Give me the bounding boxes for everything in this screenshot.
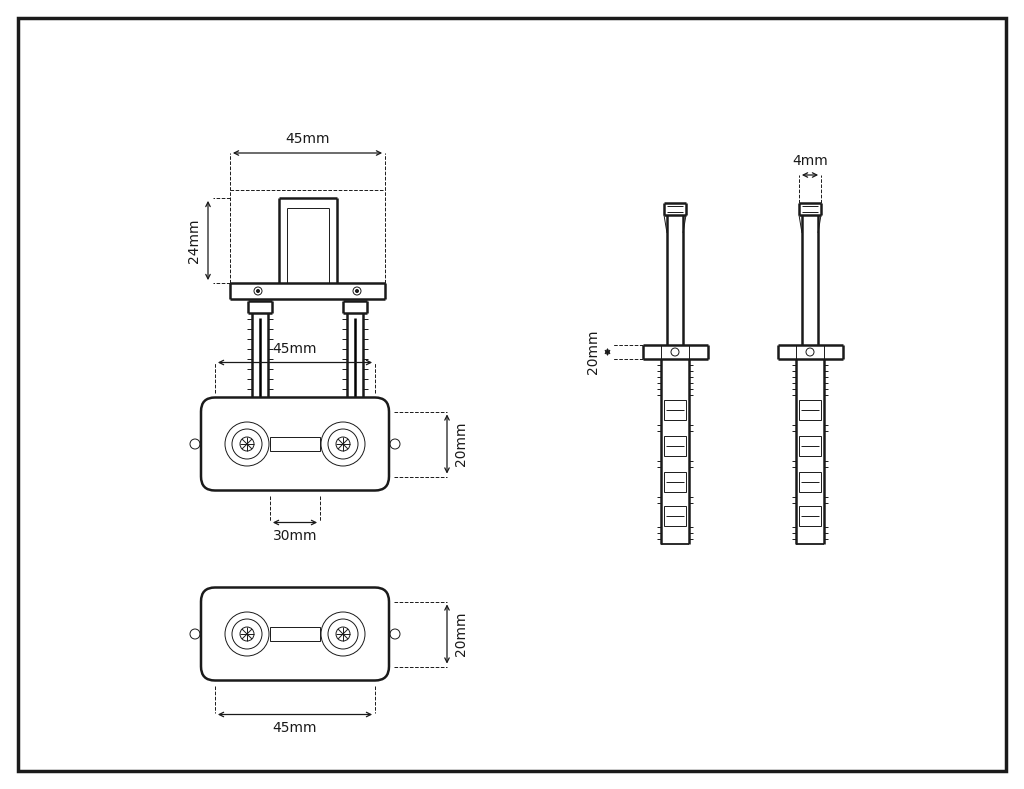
Bar bbox=[664, 436, 686, 456]
Text: 20mm: 20mm bbox=[454, 611, 468, 656]
Text: 4mm: 4mm bbox=[793, 154, 827, 168]
Text: 45mm: 45mm bbox=[272, 342, 317, 356]
Bar bbox=[664, 506, 686, 526]
Bar bbox=[270, 437, 319, 451]
FancyBboxPatch shape bbox=[201, 588, 389, 680]
Bar bbox=[270, 627, 319, 641]
Bar bbox=[799, 400, 821, 420]
Text: 45mm: 45mm bbox=[286, 132, 330, 146]
Text: 20mm: 20mm bbox=[587, 330, 600, 374]
Bar bbox=[664, 472, 686, 492]
Text: 45mm: 45mm bbox=[272, 721, 317, 735]
Circle shape bbox=[256, 290, 259, 293]
Circle shape bbox=[355, 290, 358, 293]
FancyBboxPatch shape bbox=[201, 398, 389, 491]
Bar bbox=[664, 400, 686, 420]
Bar bbox=[799, 436, 821, 456]
Text: 24mm: 24mm bbox=[187, 219, 201, 263]
Bar bbox=[799, 506, 821, 526]
Text: 30mm: 30mm bbox=[272, 529, 317, 544]
Text: 20mm: 20mm bbox=[454, 422, 468, 466]
Bar bbox=[799, 472, 821, 492]
